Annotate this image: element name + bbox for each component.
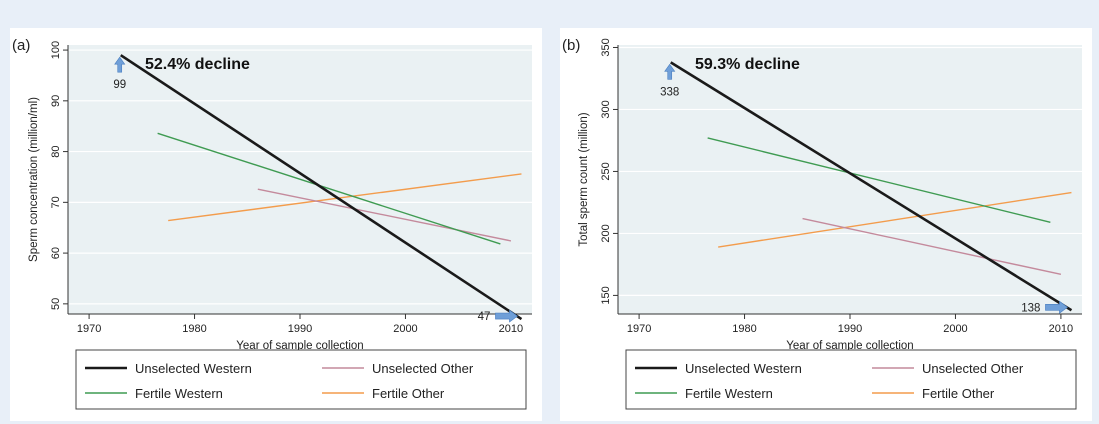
series-line-fertile-western	[157, 132, 501, 245]
panel-label: (a)	[12, 37, 30, 54]
data-label-start: 99	[113, 79, 126, 91]
y-tick-label: 250	[600, 162, 612, 180]
series-line-unselected-other	[257, 188, 512, 242]
x-tick-label: 1970	[627, 323, 651, 335]
y-axis-label: Total sperm count (million)	[578, 112, 590, 246]
y-tick-label: 150	[600, 286, 612, 304]
y-tick-label: 80	[50, 145, 62, 157]
legend	[75, 349, 527, 410]
data-label-start: 338	[660, 86, 679, 98]
x-tick-label: 2000	[943, 323, 967, 335]
arrow-right-icon	[495, 309, 518, 323]
legend-label: Unselected Western	[135, 361, 252, 376]
data-label-end: 47	[478, 311, 491, 323]
y-tick-label: 350	[600, 38, 612, 56]
y-tick-label: 50	[50, 298, 62, 310]
chart-panel-a: 1970 1980 1990 2000 2010 50 60 70 80 90 100 Year of…	[10, 28, 542, 421]
x-tick-label: 1990	[838, 323, 862, 335]
x-tick-label: 1980	[732, 323, 756, 335]
x-axis-label: Year of sample collection	[786, 340, 913, 352]
decline-annotation: 52.4% decline	[145, 56, 250, 73]
x-tick-label: 2000	[393, 323, 417, 335]
x-tick-label: 2010	[1049, 323, 1073, 335]
y-axis-label: Sperm concentration (million/ml)	[28, 97, 40, 262]
x-tick-label: 2010	[499, 323, 523, 335]
y-tick-label: 200	[600, 224, 612, 242]
x-tick-label: 1980	[182, 323, 206, 335]
legend-label: Fertile Other	[922, 386, 995, 401]
data-label-end: 138	[1021, 302, 1040, 314]
series-line-unselected-western	[670, 61, 1073, 312]
legend	[625, 349, 1077, 410]
arrow-right-icon	[1045, 300, 1068, 314]
y-tick-label: 100	[50, 41, 62, 59]
y-tick-label: 90	[50, 95, 62, 107]
legend-label: Fertile Other	[372, 386, 445, 401]
series-line-fertile-other	[168, 173, 522, 222]
legend-label: Unselected Western	[685, 361, 802, 376]
legend-label: Unselected Other	[372, 361, 474, 376]
y-tick-label: 70	[50, 196, 62, 208]
arrow-up-icon	[664, 63, 676, 80]
chart-a: 1970 1980 1990 2000 2010 50 60 70 80 90 100 Year of…	[12, 37, 532, 410]
y-tick-label: 60	[50, 247, 62, 259]
chart-panel-b: 1970 1980 1990 2000 2010 150 200 250 300 350 Year …	[560, 28, 1092, 421]
series-line-unselected-other	[802, 217, 1062, 276]
y-tick-label: 300	[600, 100, 612, 118]
x-tick-label: 1990	[288, 323, 312, 335]
x-tick-label: 1970	[77, 323, 101, 335]
series-line-fertile-western	[707, 137, 1051, 223]
panel-label: (b)	[562, 37, 580, 54]
x-axis-label: Year of sample collection	[236, 340, 363, 352]
decline-annotation: 59.3% decline	[695, 56, 800, 73]
series-line-fertile-other	[718, 191, 1072, 248]
series-line-unselected-western	[120, 54, 523, 321]
arrow-up-icon	[114, 56, 126, 73]
chart-b: 1970 1980 1990 2000 2010 150 200 250 300 350 Year …	[562, 37, 1082, 410]
legend-label: Fertile Western	[135, 386, 223, 401]
legend-label: Unselected Other	[922, 361, 1024, 376]
legend-label: Fertile Western	[685, 386, 773, 401]
